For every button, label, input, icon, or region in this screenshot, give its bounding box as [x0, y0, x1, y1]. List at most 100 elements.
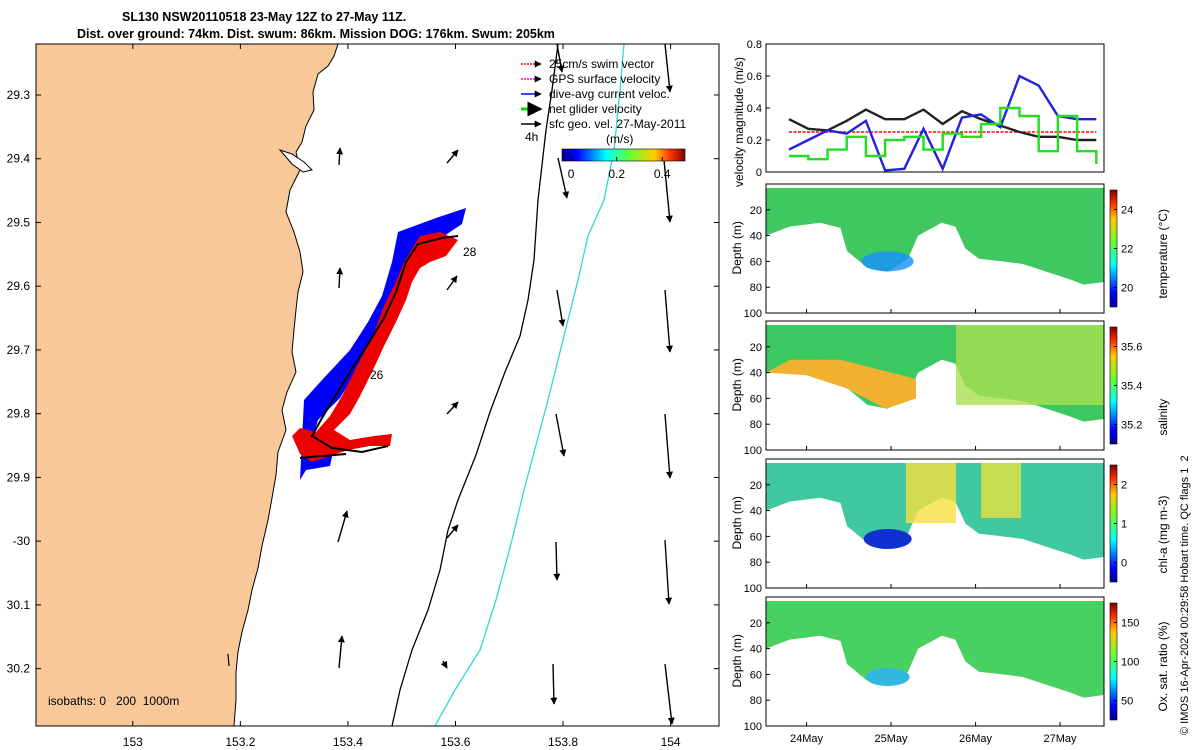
day-label-28: 28 [463, 245, 477, 259]
velocity-ytick-label: 0.8 [747, 39, 762, 51]
depth-tick-label: 100 [744, 308, 762, 320]
velocity-axes: 0 0.2 0.4 0.6 0.8 [747, 39, 770, 179]
velocity-ytick-label: 0.4 [747, 103, 762, 115]
estuary-inlet [278, 148, 313, 173]
velocity-series-line [789, 106, 1098, 164]
colorbar-label: Ox. sat. ratio (%) [1156, 621, 1170, 711]
depth-tick-label: 60 [750, 256, 762, 268]
depth-tick-label: 40 [750, 644, 762, 656]
map-ytick-label: 29.6 [7, 279, 31, 293]
velocity-ytick-label: 0 [756, 167, 762, 179]
legend-label: 25cm/s swim vector [549, 57, 654, 71]
map-ytick-label: 29.4 [7, 152, 31, 166]
velocity-ylabel: velocity magnitude (m/s) [732, 57, 746, 187]
colorbar-label: salinity [1156, 399, 1170, 436]
chart-title-line1: SL130 NSW20110518 23-May 12Z to 27-May 1… [122, 10, 406, 24]
depth-tick-label: 40 [750, 506, 762, 518]
colorbar-tick-label: 100 [1121, 657, 1139, 669]
colorbar-tick-label: 22 [1121, 244, 1133, 256]
section-panel: 20 40 60 80 100 Depth (m) 35.2 35.4 35.6 salinity [730, 320, 1170, 457]
geo-arrow [336, 267, 344, 289]
isobath-200m [391, 44, 559, 726]
depth-axis-label: Depth (m) [730, 221, 744, 274]
geo-arrow [557, 157, 570, 199]
colorbar-tick-label: 0.4 [654, 167, 671, 181]
geo-arrow [556, 289, 566, 327]
colorbar-tick-label: 1 [1121, 519, 1127, 531]
colorbar-tick-label: 35.6 [1121, 342, 1142, 354]
legend-label: sfc geo. vel. 27-May-2011 [549, 117, 687, 131]
legend-label: GPS surface velocity [549, 72, 660, 86]
colorbar-tick-label: 0.2 [608, 167, 625, 181]
colorbar-tick-label: 2 [1121, 480, 1127, 492]
legend-label: dive-avg current veloc. [549, 87, 670, 101]
chart-title-line2: Dist. over ground: 74km. Dist. swum: 86k… [77, 27, 555, 41]
geo-arrow [555, 413, 567, 457]
map-ytick-label: 29.7 [7, 343, 31, 357]
time-tick-label: 26May [959, 733, 993, 745]
depth-tick-label: 100 [744, 583, 762, 595]
velocity-series-line [788, 108, 1097, 142]
speed-colorbar: (m/s) 0 0.2 0.4 [561, 132, 686, 181]
map-xtick-label: 153.4 [333, 735, 363, 749]
depth-tick-label: 80 [750, 282, 762, 294]
depth-tick-label: 20 [750, 342, 762, 354]
depth-tick-label: 80 [750, 695, 762, 707]
section-data-field [766, 601, 1104, 698]
map-frame [35, 43, 720, 727]
glider-path-start [299, 453, 347, 459]
section-panel: 20 40 60 80 100 Depth (m) 20 22 24 temperature (°… [730, 183, 1170, 320]
geo-arrow [664, 539, 673, 605]
colorbar-tick-label: 50 [1121, 696, 1133, 708]
depth-axis-label: Depth (m) [730, 634, 744, 687]
map-xtick-label: 153.6 [440, 735, 470, 749]
section-frame [765, 596, 1105, 727]
section-panel: 20 40 60 80 100 Depth (m) 0 1 2 chl-a (mg m-3) [730, 458, 1170, 595]
depth-tick-label: 20 [750, 618, 762, 630]
colorbar-tick-label: 20 [1121, 283, 1133, 295]
colorbar-tick-label: 0 [568, 167, 575, 181]
map-ytick-label: 29.3 [7, 88, 31, 102]
depth-tick-label: 80 [750, 419, 762, 431]
geo-arrow [446, 149, 459, 164]
map-xtick-label: 154 [661, 735, 681, 749]
time-tick-label: 25May [875, 733, 909, 745]
geo-arrow [556, 44, 565, 73]
cold-water-patch [861, 251, 914, 272]
colorbar-tick-label: 35.2 [1121, 420, 1142, 432]
depth-tick-label: 100 [744, 445, 762, 457]
geo-arrow [550, 663, 558, 705]
map-ytick-label: 30.2 [7, 662, 31, 676]
map-axes: 153 153.2 153.4 153.6 153.8 154 29.3 29.4 29.5 29… [7, 44, 719, 749]
low-oxygen-patch [865, 667, 910, 686]
depth-tick-label: 40 [750, 231, 762, 243]
geo-arrow [664, 289, 673, 353]
velocity-series-line [788, 74, 1097, 172]
map-ytick-label: 29.5 [7, 215, 31, 229]
day-label-26: 26 [370, 368, 384, 382]
map-xtick-label: 153 [123, 735, 143, 749]
geo-arrow [446, 524, 459, 539]
credit-text: © IMOS 16-Apr-2024 00:29:58 Hobart time.… [1179, 455, 1191, 735]
colorbar-label: chl-a (mg m-3) [1156, 495, 1170, 573]
geo-arrow [663, 159, 673, 223]
geo-arrow [446, 275, 458, 291]
scale-label-4h: 4h [525, 130, 538, 144]
geo-arrow [446, 401, 459, 415]
legend-label: net glider velocity [549, 102, 642, 116]
colorbar-gradient [561, 148, 686, 162]
colorbar-label: temperature (°C) [1156, 209, 1170, 299]
geo-arrow [337, 510, 349, 543]
colorbar-tick-label: 35.4 [1121, 381, 1142, 393]
glider-path [310, 235, 459, 454]
geo-arrow [336, 147, 344, 166]
section-frame [765, 458, 1105, 589]
velocity-ytick-label: 0.6 [747, 71, 762, 83]
colorbar-label: (m/s) [606, 132, 633, 146]
high-chla-patch [981, 463, 1021, 518]
section-frame [765, 183, 1105, 314]
depth-tick-label: 80 [750, 557, 762, 569]
depth-tick-label: 100 [744, 721, 762, 733]
time-tick-label: 27May [1044, 733, 1078, 745]
